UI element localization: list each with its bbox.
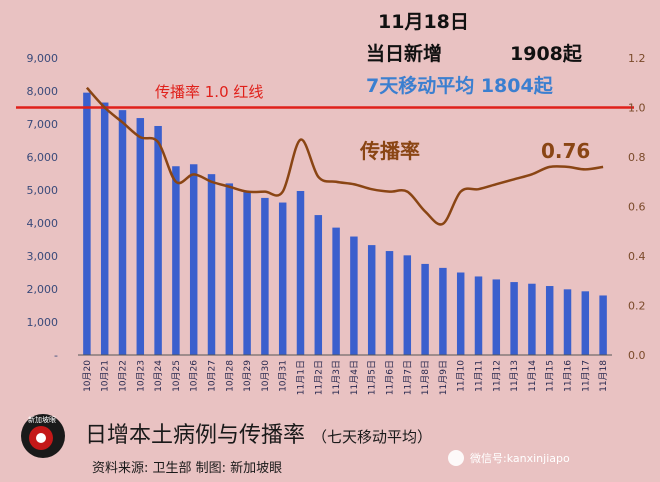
x-tick-label: 11月13 bbox=[509, 360, 520, 392]
bar bbox=[528, 283, 536, 355]
bar bbox=[403, 255, 412, 355]
footer-source: 资料来源: 卫生部 制图: 新加坡眼 bbox=[92, 460, 282, 476]
x-tick-label: 10月25 bbox=[171, 360, 182, 392]
wechat-id: 微信号:kanxinjiapo bbox=[470, 451, 570, 465]
y-tick-left: 4,000 bbox=[27, 217, 59, 230]
logo: 新加坡眼 bbox=[21, 414, 65, 458]
x-tick-label: 10月20 bbox=[82, 360, 93, 392]
bar bbox=[421, 263, 429, 355]
header-new-value: 1908起 bbox=[510, 43, 583, 65]
x-tick-label: 10月28 bbox=[224, 360, 235, 392]
x-tick-label: 11月15 bbox=[545, 360, 556, 392]
x-tick-label: 11月14 bbox=[527, 360, 538, 392]
y-axis-right: 0.0 0.2 0.4 0.6 0.8 1.0 1.2 bbox=[628, 52, 646, 362]
x-tick-label: 11月2日 bbox=[313, 360, 324, 395]
y-tick-right: 1.2 bbox=[628, 52, 646, 65]
bar bbox=[100, 102, 109, 355]
y-tick-right: 0.8 bbox=[628, 151, 646, 164]
bar bbox=[350, 236, 358, 355]
x-tick-label: 11月18 bbox=[598, 360, 609, 392]
redline-label: 传播率 1.0 红线 bbox=[155, 83, 263, 101]
x-tick-label: 11月5日 bbox=[367, 360, 378, 395]
x-tick-label: 10月24 bbox=[153, 360, 164, 392]
bar bbox=[439, 267, 447, 355]
x-tick-label: 10月31 bbox=[278, 360, 289, 392]
bars-layer bbox=[83, 92, 607, 356]
y-tick-left: 9,000 bbox=[27, 52, 59, 65]
header-date: 11月18日 bbox=[378, 11, 469, 33]
y-tick-left: 1,000 bbox=[27, 316, 59, 329]
y-tick-left: 2,000 bbox=[27, 283, 59, 296]
bar bbox=[278, 202, 287, 355]
x-axis: 10月20 10月21 10月22 10月23 10月24 10月25 10月26 10月27… bbox=[78, 354, 612, 395]
x-tick-label: 10月29 bbox=[242, 360, 253, 392]
y-tick-right: 0.6 bbox=[628, 201, 646, 214]
x-tick-label: 11月17 bbox=[580, 360, 591, 392]
x-tick-label: 10月26 bbox=[189, 360, 200, 392]
transmission-rate-line bbox=[85, 86, 604, 226]
y-tick-left: 3,000 bbox=[27, 250, 59, 263]
bar bbox=[474, 276, 483, 355]
y-tick-left: 5,000 bbox=[27, 184, 59, 197]
bar bbox=[385, 251, 394, 355]
bar bbox=[367, 245, 376, 355]
bar bbox=[261, 197, 269, 355]
bar bbox=[599, 295, 607, 355]
x-tick-label: 10月23 bbox=[135, 360, 146, 392]
y-axis-left: - 1,000 2,000 3,000 4,000 5,000 6,000 7,000 8,00… bbox=[27, 52, 59, 362]
x-tick-label: 11月12 bbox=[491, 360, 502, 392]
x-tick-label: 10月30 bbox=[260, 360, 271, 392]
x-tick-label: 10月27 bbox=[207, 360, 218, 392]
x-tick-label: 11月4日 bbox=[349, 360, 360, 395]
bar bbox=[581, 291, 590, 355]
bar bbox=[456, 272, 465, 355]
bar bbox=[136, 118, 145, 355]
rate-label: 传播率 bbox=[359, 139, 420, 163]
footer-title: 日增本土病例与传播率 bbox=[85, 423, 305, 448]
y-tick-right: 1.0 bbox=[628, 102, 646, 115]
header-new-label: 当日新增 bbox=[366, 42, 442, 65]
bar bbox=[492, 279, 501, 355]
logo-pupil bbox=[36, 433, 46, 443]
x-tick-label: 11月10 bbox=[456, 360, 467, 392]
bar bbox=[172, 166, 180, 355]
y-tick-left: 8,000 bbox=[27, 85, 59, 98]
x-tick-label: 11月8日 bbox=[420, 360, 431, 395]
wechat-icon bbox=[448, 450, 464, 466]
bar bbox=[545, 286, 554, 355]
x-tick-label: 11月3日 bbox=[331, 360, 342, 395]
wechat-badge: 微信号:kanxinjiapo bbox=[448, 450, 570, 466]
x-tick-label: 11月7日 bbox=[402, 360, 413, 395]
footer-subtitle: （七天移动平均） bbox=[312, 428, 432, 446]
bar bbox=[154, 125, 162, 355]
logo-text: 新加坡眼 bbox=[28, 415, 56, 424]
x-tick-label: 11月1日 bbox=[296, 360, 307, 395]
y-tick-right: 0.0 bbox=[628, 349, 646, 362]
y-tick-right: 0.4 bbox=[628, 250, 646, 263]
x-tick-label: 11月16 bbox=[563, 360, 574, 392]
y-tick-left: 6,000 bbox=[27, 151, 59, 164]
x-tick-label: 11月9日 bbox=[438, 360, 449, 395]
bar bbox=[118, 110, 127, 355]
x-tick-label: 11月11 bbox=[474, 360, 485, 392]
bar bbox=[189, 164, 198, 355]
bar bbox=[332, 227, 340, 355]
bar bbox=[296, 190, 305, 355]
y-tick-right: 0.2 bbox=[628, 300, 646, 313]
header-7day-average: 7天移动平均 1804起 bbox=[366, 74, 554, 97]
bar bbox=[563, 289, 572, 355]
x-tick-label: 11月6日 bbox=[385, 360, 396, 395]
y-tick-left: 7,000 bbox=[27, 118, 59, 131]
bar bbox=[225, 183, 234, 355]
x-tick-label: 10月21 bbox=[100, 360, 111, 392]
rate-value: 0.76 bbox=[541, 139, 590, 163]
y-tick-left: - bbox=[54, 349, 58, 362]
bar bbox=[83, 92, 91, 356]
bar bbox=[510, 282, 518, 355]
x-tick-label: 10月22 bbox=[118, 360, 129, 392]
bar bbox=[207, 174, 216, 355]
bar bbox=[243, 190, 251, 355]
bar bbox=[314, 215, 323, 355]
